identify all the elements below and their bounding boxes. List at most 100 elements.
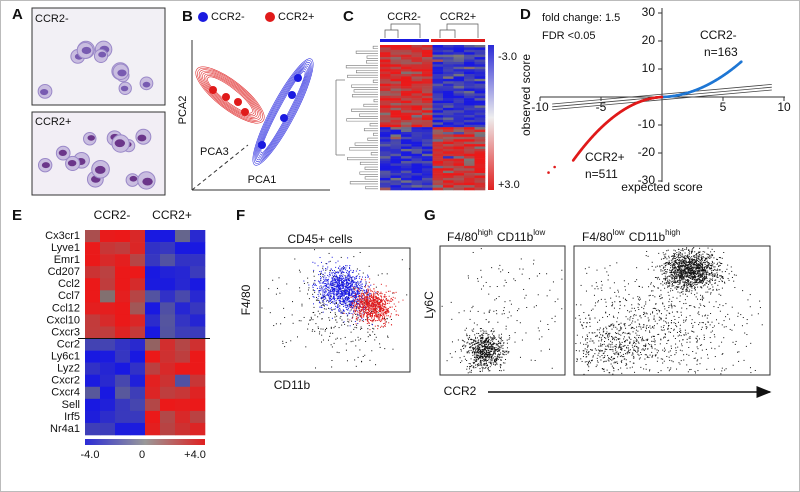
event <box>381 273 383 275</box>
event <box>671 300 673 302</box>
event <box>497 343 499 345</box>
event <box>679 280 681 282</box>
event <box>685 272 687 274</box>
axis-label: expected score <box>621 180 703 194</box>
event <box>329 274 331 276</box>
event <box>490 344 492 346</box>
event <box>477 343 479 345</box>
dendrogram <box>372 45 378 49</box>
event <box>349 304 351 306</box>
event <box>507 352 509 354</box>
event <box>485 359 487 361</box>
event <box>368 297 370 299</box>
heat-cell <box>422 76 433 80</box>
event <box>365 303 367 305</box>
event <box>352 285 354 287</box>
event <box>375 320 377 322</box>
event <box>492 363 494 365</box>
heat-cell <box>432 83 444 87</box>
heat-cell <box>380 161 391 164</box>
legend-marker <box>198 12 208 22</box>
event <box>372 294 374 296</box>
event <box>502 344 504 346</box>
event <box>351 287 353 289</box>
event <box>486 345 488 347</box>
event <box>669 285 671 287</box>
event <box>332 289 334 291</box>
event <box>487 360 489 362</box>
heat-cell <box>380 45 391 48</box>
event <box>328 300 330 302</box>
event <box>363 295 365 297</box>
group-bar <box>380 39 429 42</box>
heat-cell <box>411 81 423 84</box>
event <box>703 267 705 269</box>
event <box>322 286 324 288</box>
event <box>388 295 390 297</box>
event <box>481 341 483 343</box>
event <box>372 307 374 309</box>
event <box>493 310 495 312</box>
event <box>373 283 375 285</box>
heat-cell <box>432 54 444 58</box>
event <box>384 304 386 306</box>
event <box>346 280 348 282</box>
event <box>344 291 346 293</box>
event <box>350 278 352 280</box>
event <box>346 285 348 287</box>
gene-label: Cxcr4 <box>51 387 80 399</box>
event <box>352 289 354 291</box>
event <box>335 295 337 297</box>
event <box>348 295 350 297</box>
event <box>383 306 385 308</box>
event <box>386 273 388 275</box>
event <box>346 289 348 291</box>
event <box>321 298 323 300</box>
event <box>716 275 718 277</box>
event <box>327 274 329 276</box>
event <box>699 274 701 276</box>
event <box>518 308 520 310</box>
event <box>298 269 300 271</box>
event <box>368 305 370 307</box>
heat-cell <box>390 74 402 77</box>
heat-cell <box>422 165 433 169</box>
event <box>330 326 332 328</box>
event <box>345 284 347 286</box>
event <box>490 337 492 339</box>
event <box>361 287 363 289</box>
event <box>336 302 338 304</box>
event <box>321 288 323 290</box>
event <box>349 310 351 312</box>
event <box>373 296 375 298</box>
event <box>474 362 476 364</box>
event <box>311 330 313 332</box>
heat-cell <box>464 151 475 155</box>
event <box>299 287 301 289</box>
event <box>331 290 333 292</box>
event <box>441 305 443 307</box>
cluster-ellipse <box>195 66 265 124</box>
heat-cell <box>411 132 423 135</box>
event <box>479 344 481 346</box>
event <box>698 266 700 268</box>
event <box>356 293 358 295</box>
event <box>332 292 334 294</box>
event <box>346 291 348 293</box>
event <box>499 337 501 339</box>
event <box>320 305 322 307</box>
event <box>688 266 690 268</box>
event <box>358 282 360 284</box>
heat-cell <box>464 187 475 191</box>
event <box>363 316 365 318</box>
event <box>484 347 486 349</box>
event <box>333 308 335 310</box>
event <box>354 298 356 300</box>
event <box>651 265 653 267</box>
event <box>331 301 333 303</box>
event <box>363 308 365 310</box>
event <box>696 273 698 275</box>
heat-cell <box>175 326 191 339</box>
gene-label: Irf5 <box>64 411 80 423</box>
event <box>375 307 377 309</box>
